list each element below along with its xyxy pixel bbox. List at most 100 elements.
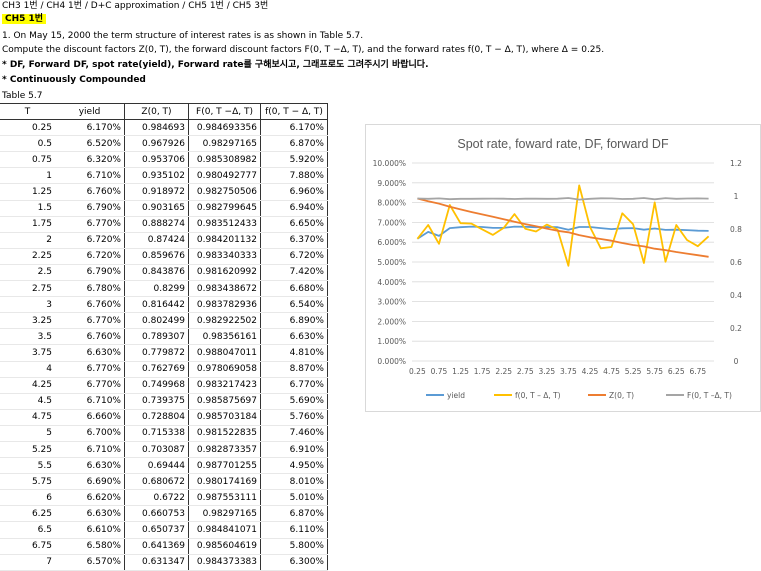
cell-yield[interactable]: 6.630% <box>55 505 125 523</box>
cell-forward-rate[interactable]: 6.650% <box>260 216 328 233</box>
cell-yield[interactable]: 6.720% <box>55 232 125 249</box>
cell-yield[interactable]: 6.710% <box>55 393 125 410</box>
cell-discount-factor[interactable]: 0.728804 <box>124 409 189 426</box>
rates-chart[interactable]: Spot rate, foward rate, DF, forward DF 0.… <box>365 124 761 412</box>
cell-yield[interactable]: 6.770% <box>55 361 125 378</box>
cell-term[interactable]: 1 <box>0 167 55 185</box>
cell-discount-factor[interactable]: 0.715338 <box>124 425 189 442</box>
cell-discount-factor[interactable]: 0.641369 <box>124 538 189 555</box>
cell-term[interactable]: 5.75 <box>0 473 55 491</box>
cell-yield[interactable]: 6.790% <box>55 264 125 282</box>
cell-term[interactable]: 4.25 <box>0 377 55 394</box>
cell-term[interactable]: 4.75 <box>0 409 55 426</box>
cell-forward-rate[interactable]: 5.690% <box>260 393 328 410</box>
cell-forward-rate[interactable]: 6.910% <box>260 441 328 459</box>
cell-forward-rate[interactable]: 5.920% <box>260 151 328 169</box>
cell-forward-rate[interactable]: 6.110% <box>260 521 328 539</box>
cell-yield[interactable]: 6.760% <box>55 328 125 346</box>
cell-forward-discount-factor[interactable]: 0.988047011 <box>188 344 261 362</box>
cell-forward-discount-factor[interactable]: 0.984693356 <box>188 119 261 137</box>
cell-discount-factor[interactable]: 0.779872 <box>124 344 189 362</box>
cell-forward-discount-factor[interactable]: 0.980492777 <box>188 167 261 185</box>
cell-term[interactable]: 5 <box>0 425 55 442</box>
cell-discount-factor[interactable]: 0.918972 <box>124 183 189 201</box>
cell-yield[interactable]: 6.570% <box>55 554 125 571</box>
cell-forward-discount-factor[interactable]: 0.984841071 <box>188 521 261 539</box>
cell-term[interactable]: 2.25 <box>0 248 55 265</box>
cell-forward-discount-factor[interactable]: 0.985308982 <box>188 151 261 169</box>
cell-discount-factor[interactable]: 0.953706 <box>124 151 189 169</box>
cell-yield[interactable]: 6.660% <box>55 409 125 426</box>
cell-discount-factor[interactable]: 0.703087 <box>124 441 189 459</box>
cell-forward-rate[interactable]: 6.870% <box>260 505 328 523</box>
header-forward-rate[interactable]: f(0, T − Δ, T) <box>260 102 328 121</box>
cell-forward-discount-factor[interactable]: 0.983782936 <box>188 296 261 314</box>
cell-forward-rate[interactable]: 6.680% <box>260 280 328 298</box>
cell-forward-discount-factor[interactable]: 0.982922502 <box>188 312 261 330</box>
cell-forward-rate[interactable]: 6.890% <box>260 312 328 330</box>
cell-term[interactable]: 6.75 <box>0 538 55 555</box>
cell-discount-factor[interactable]: 0.660753 <box>124 505 189 523</box>
cell-yield[interactable]: 6.770% <box>55 216 125 233</box>
cell-discount-factor[interactable]: 0.6722 <box>124 489 189 507</box>
cell-forward-discount-factor[interactable]: 0.985604619 <box>188 538 261 555</box>
cell-forward-rate[interactable]: 6.300% <box>260 554 328 571</box>
cell-discount-factor[interactable]: 0.984693 <box>124 119 189 137</box>
cell-discount-factor[interactable]: 0.650737 <box>124 521 189 539</box>
cell-yield[interactable]: 6.720% <box>55 248 125 265</box>
cell-term[interactable]: 1.25 <box>0 183 55 201</box>
cell-forward-discount-factor[interactable]: 0.983438672 <box>188 280 261 298</box>
cell-discount-factor[interactable]: 0.789307 <box>124 328 189 346</box>
cell-forward-rate[interactable]: 6.540% <box>260 296 328 314</box>
cell-forward-rate[interactable]: 6.770% <box>260 377 328 394</box>
cell-discount-factor[interactable]: 0.69444 <box>124 457 189 475</box>
cell-yield[interactable]: 6.760% <box>55 183 125 201</box>
cell-discount-factor[interactable]: 0.859676 <box>124 248 189 265</box>
cell-forward-discount-factor[interactable]: 0.984201132 <box>188 232 261 249</box>
cell-forward-discount-factor[interactable]: 0.981522835 <box>188 425 261 442</box>
cell-yield[interactable]: 6.610% <box>55 521 125 539</box>
cell-forward-discount-factor[interactable]: 0.982750506 <box>188 183 261 201</box>
cell-term[interactable]: 0.25 <box>0 119 55 137</box>
cell-term[interactable]: 5.5 <box>0 457 55 475</box>
cell-yield[interactable]: 6.780% <box>55 280 125 298</box>
cell-discount-factor[interactable]: 0.631347 <box>124 554 189 571</box>
cell-term[interactable]: 4 <box>0 361 55 378</box>
cell-forward-discount-factor[interactable]: 0.98297165 <box>188 135 261 153</box>
cell-forward-rate[interactable]: 8.870% <box>260 361 328 378</box>
cell-forward-discount-factor[interactable]: 0.980174169 <box>188 473 261 491</box>
cell-discount-factor[interactable]: 0.802499 <box>124 312 189 330</box>
cell-forward-rate[interactable]: 7.420% <box>260 264 328 282</box>
cell-yield[interactable]: 6.630% <box>55 344 125 362</box>
cell-forward-rate[interactable]: 6.720% <box>260 248 328 265</box>
cell-forward-rate[interactable]: 7.880% <box>260 167 328 185</box>
cell-yield[interactable]: 6.710% <box>55 441 125 459</box>
cell-term[interactable]: 3 <box>0 296 55 314</box>
cell-discount-factor[interactable]: 0.935102 <box>124 167 189 185</box>
cell-forward-discount-factor[interactable]: 0.987701255 <box>188 457 261 475</box>
cell-yield[interactable]: 6.580% <box>55 538 125 555</box>
sheet-tabs-breadcrumb[interactable]: CH3 1번 / CH4 1번 / D+C approximation / CH… <box>2 1 269 11</box>
cell-forward-discount-factor[interactable]: 0.98297165 <box>188 505 261 523</box>
cell-term[interactable]: 3.75 <box>0 344 55 362</box>
header-yield[interactable]: yield <box>55 102 125 121</box>
cell-yield[interactable]: 6.620% <box>55 489 125 507</box>
cell-term[interactable]: 0.75 <box>0 151 55 169</box>
cell-yield[interactable]: 6.710% <box>55 167 125 185</box>
header-forward-discount-factor[interactable]: F(0, T −Δ, T) <box>188 102 261 121</box>
cell-term[interactable]: 1.5 <box>0 200 55 217</box>
cell-forward-rate[interactable]: 6.370% <box>260 232 328 249</box>
cell-forward-rate[interactable]: 6.940% <box>260 200 328 217</box>
cell-forward-rate[interactable]: 5.800% <box>260 538 328 555</box>
cell-discount-factor[interactable]: 0.749968 <box>124 377 189 394</box>
cell-discount-factor[interactable]: 0.888274 <box>124 216 189 233</box>
cell-forward-discount-factor[interactable]: 0.983512433 <box>188 216 261 233</box>
cell-term[interactable]: 6 <box>0 489 55 507</box>
cell-term[interactable]: 2 <box>0 232 55 249</box>
cell-yield[interactable]: 6.630% <box>55 457 125 475</box>
cell-term[interactable]: 7 <box>0 554 55 571</box>
cell-yield[interactable]: 6.770% <box>55 377 125 394</box>
cell-discount-factor[interactable]: 0.967926 <box>124 135 189 153</box>
cell-forward-rate[interactable]: 5.010% <box>260 489 328 507</box>
cell-forward-discount-factor[interactable]: 0.985703184 <box>188 409 261 426</box>
